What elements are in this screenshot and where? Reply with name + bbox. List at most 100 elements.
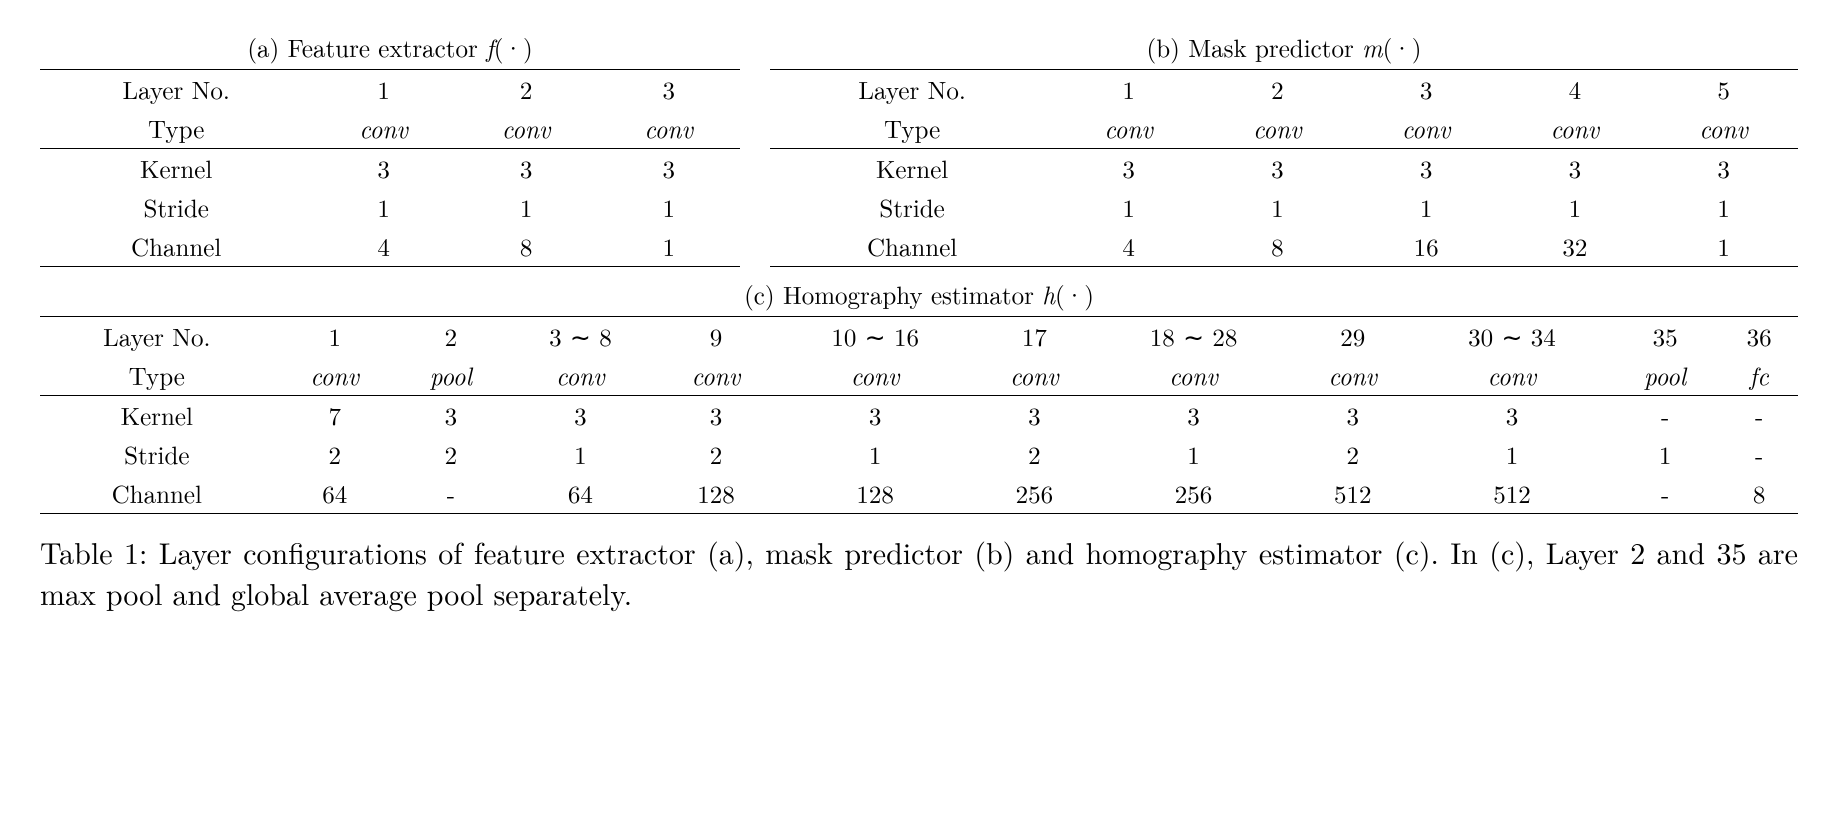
table-c-type-9: conv [1414,356,1610,396]
table-c-type-6: conv [973,356,1095,396]
table-b-layerno-4: 4 [1500,70,1649,110]
table-c-layerno-1: 1 [274,317,396,357]
table-c: Layer No. 1 2 3 ∼ 8 9 10 ∼ 16 17 18 ∼ 28… [40,316,1798,514]
table-c-channel-9: 512 [1414,474,1610,514]
table-b-header-kernel: Kernel [770,149,1054,189]
table-c-layerno-2: 2 [396,317,506,357]
table-c-layerno-4: 9 [655,317,777,357]
table-c-stride-5: 1 [777,435,973,474]
table-b-layerno-2: 2 [1203,70,1352,110]
table-c-stride-3: 1 [506,435,655,474]
table-c-kernel-6: 3 [973,396,1095,436]
table-c-type-4: conv [655,356,777,396]
table-b-layerno-1: 1 [1054,70,1203,110]
table-c-layerno-11: 36 [1720,317,1798,357]
table-c-layerno-10: 35 [1610,317,1720,357]
table-c-kernel-11: - [1720,396,1798,436]
table-c-header-type: Type [40,356,274,396]
table-b-channel-4: 32 [1500,227,1649,267]
table-c-title-fn: h [1042,277,1055,312]
table-b-type-5: conv [1649,109,1798,149]
table-c-channel-3: 64 [506,474,655,514]
table-b-channel-1: 4 [1054,227,1203,267]
table-c-layerno-3: 3 ∼ 8 [506,317,655,357]
table-b-header-layerno: Layer No. [770,70,1054,110]
table-a-title: (a) Feature extractor f(·) [40,30,740,69]
table-b-kernel-4: 3 [1500,149,1649,189]
table-c-layerno-9: 30 ∼ 34 [1414,317,1610,357]
table-b-stride-3: 1 [1352,188,1501,227]
table-c-stride-6: 2 [973,435,1095,474]
table-b-title-suffix: (·) [1383,30,1422,65]
table-c-channel-11: 8 [1720,474,1798,514]
table-c-title: (c) Homography estimator h(·) [40,277,1798,316]
table-b-title-fn: m [1362,30,1382,65]
table-a-layerno-3: 3 [597,70,740,110]
table-c-layerno-7: 18 ∼ 28 [1095,317,1291,357]
table-a-header-stride: Stride [40,188,312,227]
table-c-header-stride: Stride [40,435,274,474]
table-b-header-type: Type [770,109,1054,149]
table-c-kernel-2: 3 [396,396,506,436]
table-c-stride-2: 2 [396,435,506,474]
table-c-type-8: conv [1292,356,1414,396]
table-a-type-1: conv [312,109,455,149]
table-b-type-3: conv [1352,109,1501,149]
table-c-kernel-1: 7 [274,396,396,436]
table-c-header-kernel: Kernel [40,396,274,436]
table-b-title: (b) Mask predictor m(·) [770,30,1798,69]
table-c-layerno-8: 29 [1292,317,1414,357]
table-c-header-layerno: Layer No. [40,317,274,357]
table-c-type-10: pool [1610,356,1720,396]
table-b-channel-3: 16 [1352,227,1501,267]
table-c-stride-8: 2 [1292,435,1414,474]
table-c-stride-4: 2 [655,435,777,474]
table-b: Layer No. 1 2 3 4 5 Type conv conv conv … [770,69,1798,267]
table-a-title-fn: f [486,30,494,65]
table-b-container: (b) Mask predictor m(·) Layer No. 1 2 3 … [770,30,1798,267]
table-c-stride-11: - [1720,435,1798,474]
table-a-container: (a) Feature extractor f(·) Layer No. 1 2… [40,30,740,267]
table-caption: Table 1: Layer configurations of feature… [40,532,1798,613]
table-b-stride-4: 1 [1500,188,1649,227]
table-c-channel-10: - [1610,474,1720,514]
table-c-kernel-3: 3 [506,396,655,436]
table-c-type-11: fc [1720,356,1798,396]
table-c-layerno-6: 17 [973,317,1095,357]
table-a-channel-1: 4 [312,227,455,267]
table-c-layerno-5: 10 ∼ 16 [777,317,973,357]
table-b-stride-1: 1 [1054,188,1203,227]
table-b-kernel-2: 3 [1203,149,1352,189]
table-c-channel-1: 64 [274,474,396,514]
table-c-header-channel: Channel [40,474,274,514]
table-a-header-kernel: Kernel [40,149,312,189]
table-b-kernel-3: 3 [1352,149,1501,189]
table-b-channel-2: 8 [1203,227,1352,267]
table-c-stride-7: 1 [1095,435,1291,474]
table-c-container: (c) Homography estimator h(·) Layer No. … [40,277,1798,514]
table-a-header-layerno: Layer No. [40,70,312,110]
table-c-stride-1: 2 [274,435,396,474]
table-a-kernel-2: 3 [455,149,598,189]
table-b-stride-2: 1 [1203,188,1352,227]
table-a-layerno-2: 2 [455,70,598,110]
table-a-title-prefix: (a) Feature extractor [247,30,486,65]
table-c-type-5: conv [777,356,973,396]
table-a-channel-3: 1 [597,227,740,267]
table-c-type-7: conv [1095,356,1291,396]
table-a-channel-2: 8 [455,227,598,267]
table-b-kernel-5: 3 [1649,149,1798,189]
table-a-kernel-1: 3 [312,149,455,189]
table-a-header-type: Type [40,109,312,149]
table-b-type-2: conv [1203,109,1352,149]
table-c-type-3: conv [506,356,655,396]
table-a-title-suffix: (·) [494,30,533,65]
table-a-kernel-3: 3 [597,149,740,189]
table-c-kernel-8: 3 [1292,396,1414,436]
table-b-layerno-3: 3 [1352,70,1501,110]
table-b-stride-5: 1 [1649,188,1798,227]
table-a-stride-2: 1 [455,188,598,227]
table-c-kernel-4: 3 [655,396,777,436]
table-c-kernel-7: 3 [1095,396,1291,436]
table-b-header-channel: Channel [770,227,1054,267]
